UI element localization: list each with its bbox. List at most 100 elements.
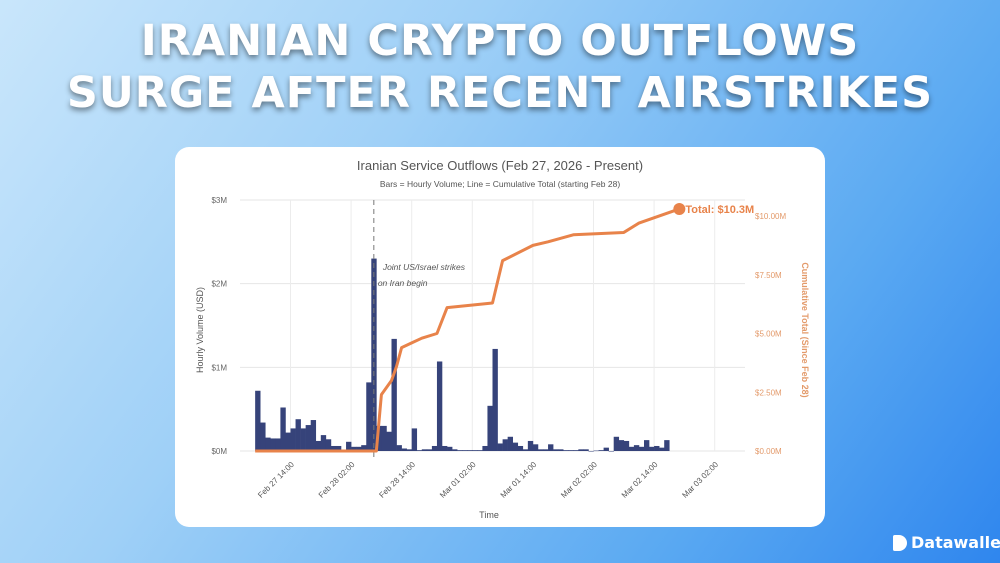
volume-bar [472,450,478,451]
y-tick-label: $1M [211,363,227,372]
volume-bar [335,445,342,451]
volume-bar [426,449,433,451]
y2-tick-label: $0.00M [755,447,782,456]
volume-bar [664,440,670,451]
volume-bar [325,439,332,451]
volume-bar [497,443,503,451]
volume-bar [638,446,645,451]
volume-bar [411,428,418,451]
volume-bar [447,446,453,451]
x-tick-label: Feb 28 02:00 [317,460,357,500]
volume-bar [416,450,423,451]
volume-bar [588,451,594,452]
volume-bar [598,450,604,451]
volume-bar [492,348,498,451]
volume-bar [532,444,539,451]
volume-bar [649,446,655,451]
volume-bar [396,445,402,451]
volume-bar [553,449,559,451]
x-tick-label: Feb 28 14:00 [377,460,417,500]
volume-bar [310,420,317,451]
x-tick-label: Feb 27 14:00 [256,460,296,500]
volume-bar [512,442,519,451]
volume-bar [608,451,614,452]
x-tick-label: Mar 01 02:00 [438,460,478,500]
headline-line-1: IRANIAN CRYPTO OUTFLOWS [140,16,860,66]
volume-bar [270,438,276,451]
volume-bar [376,425,382,451]
volume-bar [305,425,311,451]
volume-bar [356,446,362,451]
y-axis-title: Hourly Volume (USD) [195,287,205,373]
y2-tick-label: $10.00M [755,212,786,221]
volume-bar [517,445,524,451]
y-tick-label: $3M [211,196,227,205]
y-tick-label: $0M [211,447,227,456]
brand-logo: Datawallet [893,533,1000,552]
x-tick-label: Mar 01 14:00 [499,460,539,500]
volume-bar [406,449,412,451]
volume-bar [583,449,589,451]
volume-bar [477,450,483,451]
chart-subtitle: Bars = Hourly Volume; Line = Cumulative … [380,179,620,189]
y2-tick-label: $7.50M [755,271,782,280]
volume-bar [300,428,306,451]
y2-tick-label: $2.50M [755,388,782,397]
volume-bar [330,445,337,451]
volume-bar [285,432,291,451]
chart: Iranian Service Outflows (Feb 27, 2026 -… [195,158,810,520]
volume-bar [603,447,609,451]
y2-axis-title: Cumulative Total (Since Feb 28) [800,262,810,397]
volume-bar [346,441,352,451]
volume-bar [401,448,407,451]
volume-bar [482,445,488,451]
volume-bar [537,449,544,451]
volume-bar [502,439,508,451]
volume-bar [421,449,428,451]
volume-bar [452,449,458,451]
volume-bar [628,446,635,451]
volume-bar [522,449,529,451]
datawallet-logo-icon [893,534,907,551]
volume-bar [633,445,640,451]
volume-bar [280,407,286,451]
volume-bar [391,338,397,451]
volume-bar [487,405,493,451]
volume-bar [431,445,438,451]
volume-bar [315,440,322,451]
volume-bar [265,437,271,451]
volume-bar [618,440,625,451]
volume-bar [457,450,463,451]
volume-bar [659,447,665,451]
volume-bar [548,444,554,451]
y-tick-label: $2M [211,280,227,289]
volume-bar [593,450,599,452]
volume-bar [507,436,513,451]
volume-bar [275,438,281,451]
volume-bar [573,450,579,451]
chart-card: Iranian Service Outflows (Feb 27, 2026 -… [175,147,825,527]
volume-bar [578,449,584,451]
volume-bar [543,449,549,451]
x-tick-label: Mar 02 14:00 [620,460,660,500]
volume-bar [623,440,630,451]
volume-bar [442,445,448,451]
event-annotation-line-1: Joint US/Israel strikes [382,262,466,272]
volume-bar [436,361,443,451]
volume-bar [260,422,266,451]
volume-bar [467,450,473,451]
total-marker [673,202,686,215]
chart-title: Iranian Service Outflows (Feb 27, 2026 -… [357,158,643,173]
volume-bar [527,440,534,451]
volume-bar [613,436,620,451]
volume-bar [381,425,387,451]
event-annotation-line-2: on Iran begin [378,278,428,288]
x-axis-title: Time [479,510,499,520]
volume-bar [366,382,372,451]
volume-bar [255,390,261,451]
volume-bar [361,445,367,451]
volume-bar [644,440,650,451]
volume-bar [558,449,564,451]
volume-bar [568,450,574,451]
headline-line-2: SURGE AFTER RECENT AIRSTRIKES [66,68,934,118]
